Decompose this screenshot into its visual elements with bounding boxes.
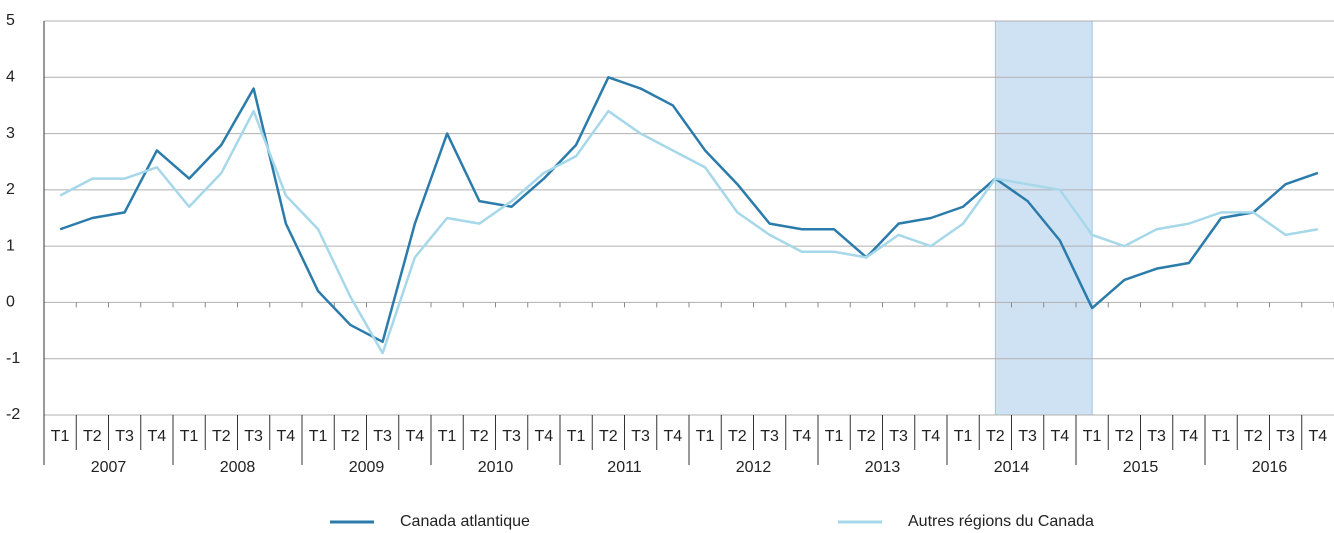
x-tick-label: T2 [83, 428, 102, 445]
x-tick-label: T2 [1244, 428, 1263, 445]
x-tick-label: T2 [599, 428, 618, 445]
x-tick-label: T4 [148, 428, 167, 445]
x-tick-label: T4 [406, 428, 425, 445]
x-tick-label: T3 [244, 428, 263, 445]
x-group-label: 2010 [478, 459, 514, 476]
x-group-label: 2015 [1123, 459, 1159, 476]
x-tick-label: T1 [51, 428, 70, 445]
x-tick-label: T1 [180, 428, 199, 445]
x-tick-label: T3 [1018, 428, 1037, 445]
y-tick-label: 4 [6, 69, 15, 86]
x-tick-label: T1 [438, 428, 457, 445]
x-group-label: 2014 [994, 459, 1030, 476]
legend-label: Autres régions du Canada [908, 513, 1094, 530]
x-group-label: 2008 [220, 459, 256, 476]
x-tick-label: T2 [470, 428, 489, 445]
y-tick-label: 5 [6, 12, 15, 29]
x-tick-label: T4 [793, 428, 812, 445]
x-tick-label: T2 [341, 428, 360, 445]
x-tick-label: T3 [1276, 428, 1295, 445]
x-group-label: 2016 [1252, 459, 1288, 476]
x-tick-label: T2 [728, 428, 747, 445]
x-tick-label: T1 [954, 428, 973, 445]
y-tick-label: 0 [6, 294, 15, 311]
y-tick-label: 3 [6, 125, 15, 142]
x-group-label: 2007 [91, 459, 127, 476]
x-group-label: 2013 [865, 459, 901, 476]
y-tick-label: 1 [6, 237, 15, 254]
shaded-region [994, 20, 1093, 416]
x-tick-label: T2 [857, 428, 876, 445]
x-tick-label: T3 [760, 428, 779, 445]
x-tick-label: T1 [696, 428, 715, 445]
x-tick-label: T4 [922, 428, 941, 445]
x-tick-label: T4 [1309, 428, 1328, 445]
x-tick-label: T1 [825, 428, 844, 445]
x-tick-label: T2 [212, 428, 231, 445]
legend-label: Canada atlantique [400, 513, 530, 530]
x-tick-label: T4 [535, 428, 554, 445]
series-line [59, 109, 1319, 355]
x-tick-label: T4 [1180, 428, 1199, 445]
x-tick-label: T1 [1083, 428, 1102, 445]
x-group-label: 2009 [349, 459, 385, 476]
x-tick-label: T3 [631, 428, 650, 445]
y-tick-label: -1 [6, 350, 20, 367]
y-tick-label: 2 [6, 181, 15, 198]
x-tick-label: T2 [1115, 428, 1134, 445]
x-tick-label: T1 [1212, 428, 1231, 445]
x-tick-label: T3 [1147, 428, 1166, 445]
x-tick-label: T4 [1051, 428, 1070, 445]
x-group-label: 2012 [736, 459, 772, 476]
x-tick-label: T1 [567, 428, 586, 445]
x-tick-label: T2 [986, 428, 1005, 445]
x-tick-label: T3 [889, 428, 908, 445]
y-tick-label: -2 [6, 406, 20, 423]
x-tick-label: T4 [277, 428, 296, 445]
x-tick-label: T3 [115, 428, 134, 445]
x-group-label: 2011 [607, 459, 642, 476]
x-tick-label: T3 [502, 428, 521, 445]
x-tick-label: T1 [309, 428, 328, 445]
x-tick-label: T4 [664, 428, 683, 445]
x-tick-label: T3 [373, 428, 392, 445]
